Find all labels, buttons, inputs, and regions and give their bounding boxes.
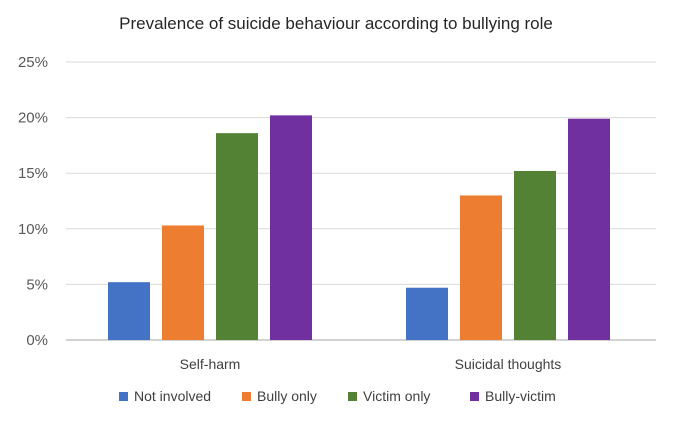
bar-victim-only-self-harm: [216, 133, 258, 340]
legend-swatch: [470, 392, 479, 401]
y-tick-label: 5%: [26, 276, 48, 293]
legend-label: Victim only: [363, 388, 430, 404]
gridlines: [66, 61, 656, 341]
chart-title: Prevalence of suicide behaviour accordin…: [119, 14, 553, 33]
bar-not-involved-self-harm: [108, 282, 150, 340]
y-tick-label: 25%: [18, 54, 48, 71]
bar-not-involved-suicidal-thoughts: [406, 287, 448, 340]
bar-bully-victim-suicidal-thoughts: [568, 118, 610, 340]
bar-bully-only-self-harm: [162, 225, 204, 340]
legend: Not involved Bully only Victim only Bully-v…: [119, 388, 556, 404]
legend-swatch: [119, 392, 128, 401]
y-axis-ticks: 0% 5% 10% 15% 20% 25%: [18, 54, 48, 349]
y-tick-label: 0%: [26, 332, 48, 349]
bars: [108, 115, 610, 340]
legend-label: Not involved: [134, 388, 211, 404]
legend-label: Bully-victim: [485, 388, 556, 404]
bar-bully-victim-self-harm: [270, 115, 312, 340]
x-category-label: Suicidal thoughts: [455, 356, 562, 372]
y-tick-label: 20%: [18, 110, 48, 127]
y-tick-label: 10%: [18, 221, 48, 238]
bar-victim-only-suicidal-thoughts: [514, 170, 556, 340]
x-category-label: Self-harm: [180, 356, 241, 372]
x-axis-categories: Self-harm Suicidal thoughts: [180, 356, 562, 372]
legend-swatch: [242, 392, 251, 401]
legend-swatch: [348, 392, 357, 401]
bar-bully-only-suicidal-thoughts: [460, 195, 502, 340]
y-tick-label: 15%: [18, 165, 48, 182]
legend-label: Bully only: [257, 388, 317, 404]
